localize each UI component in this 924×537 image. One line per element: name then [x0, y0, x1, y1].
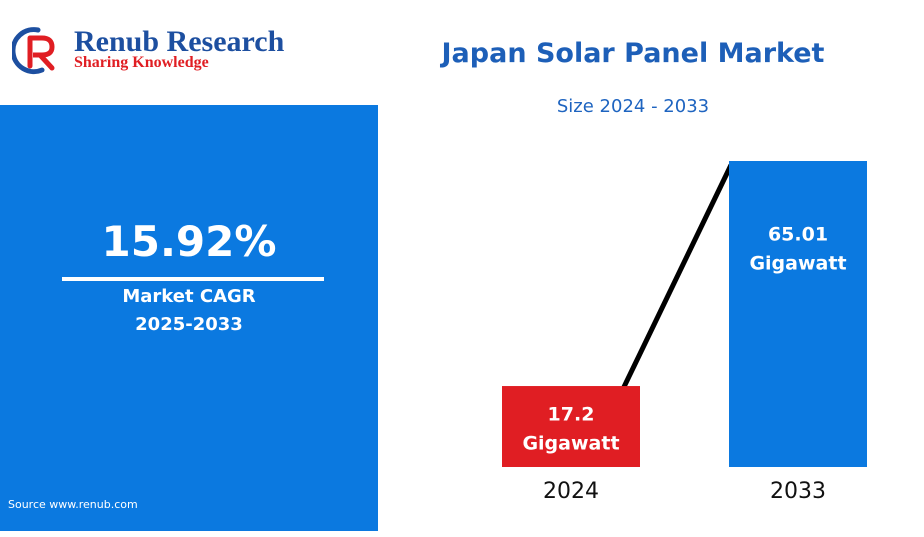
cagr-value: 15.92% — [101, 217, 277, 266]
renub-logo: Renub Research Sharing Knowledge — [12, 24, 292, 76]
chart-subtitle: Size 2024 - 2033 — [556, 96, 710, 117]
cagr-panel: 15.92% Market CAGR 2025-2033 Source www.… — [0, 105, 378, 531]
source-text: Source www.renub.com — [8, 498, 138, 511]
bar-unit-label: Gigawatt — [749, 253, 846, 275]
x-tick-label: 2033 — [770, 479, 826, 504]
cagr-divider — [62, 277, 324, 281]
x-tick-label: 2024 — [543, 479, 599, 504]
bar-value-label: 17.2 — [548, 403, 595, 425]
cagr-period: 2025-2033 — [135, 314, 243, 335]
logo-tagline: Sharing Knowledge — [74, 54, 209, 71]
bar-2024 — [502, 386, 640, 467]
bar-unit-label: Gigawatt — [522, 432, 619, 454]
bar-value-label: 65.01 — [768, 224, 828, 246]
logo-name: Renub Research — [74, 25, 285, 58]
renub-logo-icon — [12, 27, 55, 75]
bar-2033 — [729, 161, 867, 467]
chart-title: Japan Solar Panel Market — [441, 38, 825, 69]
trend-line — [621, 163, 734, 390]
cagr-label: Market CAGR — [122, 286, 256, 307]
